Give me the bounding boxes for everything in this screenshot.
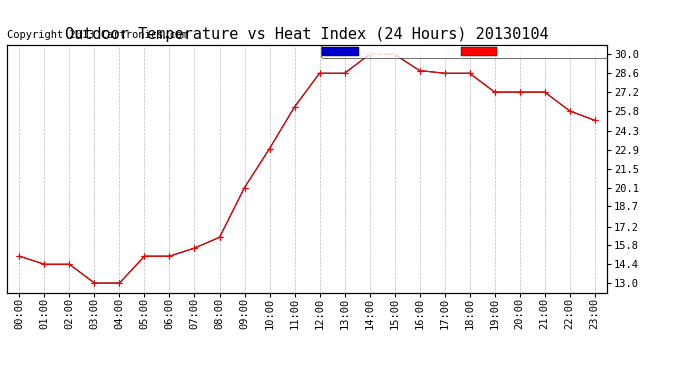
Legend: Heat Index  (°F), Temperature  (°F): Heat Index (°F), Temperature (°F)	[321, 45, 607, 58]
Text: Copyright 2013 Cartronics.com: Copyright 2013 Cartronics.com	[7, 30, 188, 40]
Title: Outdoor Temperature vs Heat Index (24 Hours) 20130104: Outdoor Temperature vs Heat Index (24 Ho…	[66, 27, 549, 42]
